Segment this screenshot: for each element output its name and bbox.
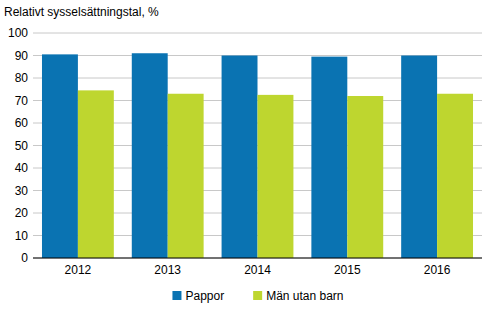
bars [42,53,473,258]
legend: Pappor Män utan barn [172,289,343,303]
y-tick-label: 70 [15,94,29,108]
bar [401,56,437,259]
bar [168,94,204,258]
bar [437,94,473,258]
x-axis-line [33,258,482,259]
legend-label: Män utan barn [266,289,343,303]
bar [132,53,168,258]
y-tick-label: 90 [15,49,29,63]
legend-swatch [172,291,181,300]
x-tick-label: 2015 [334,263,361,277]
y-tick-label: 10 [15,229,29,243]
y-tick-label: 60 [15,116,29,130]
y-tick-label: 100 [8,26,28,40]
grid-line [33,258,482,259]
legend-label: Pappor [185,289,224,303]
bar [258,95,294,258]
y-axis-label: Relativt sysselsättningstal, % [4,5,159,19]
y-tick-label: 50 [15,139,29,153]
x-tick-label: 2012 [65,263,92,277]
x-tick-label: 2013 [154,263,181,277]
y-tick-label: 20 [15,206,29,220]
bar [347,96,383,258]
y-tick-label: 30 [15,184,29,198]
y-tick-label: 40 [15,161,29,175]
bar [78,90,114,258]
x-tick-label: 2016 [424,263,451,277]
y-tick-label: 0 [21,251,28,265]
bar [311,57,347,258]
y-tick-label: 80 [15,71,29,85]
chart: Relativt sysselsättningstal, % 0 10 20 30 40 5… [0,0,492,314]
grid-line [33,33,482,34]
bar [42,54,78,258]
x-tick-label: 2014 [244,263,271,277]
legend-swatch [253,291,262,300]
bar [222,56,258,259]
